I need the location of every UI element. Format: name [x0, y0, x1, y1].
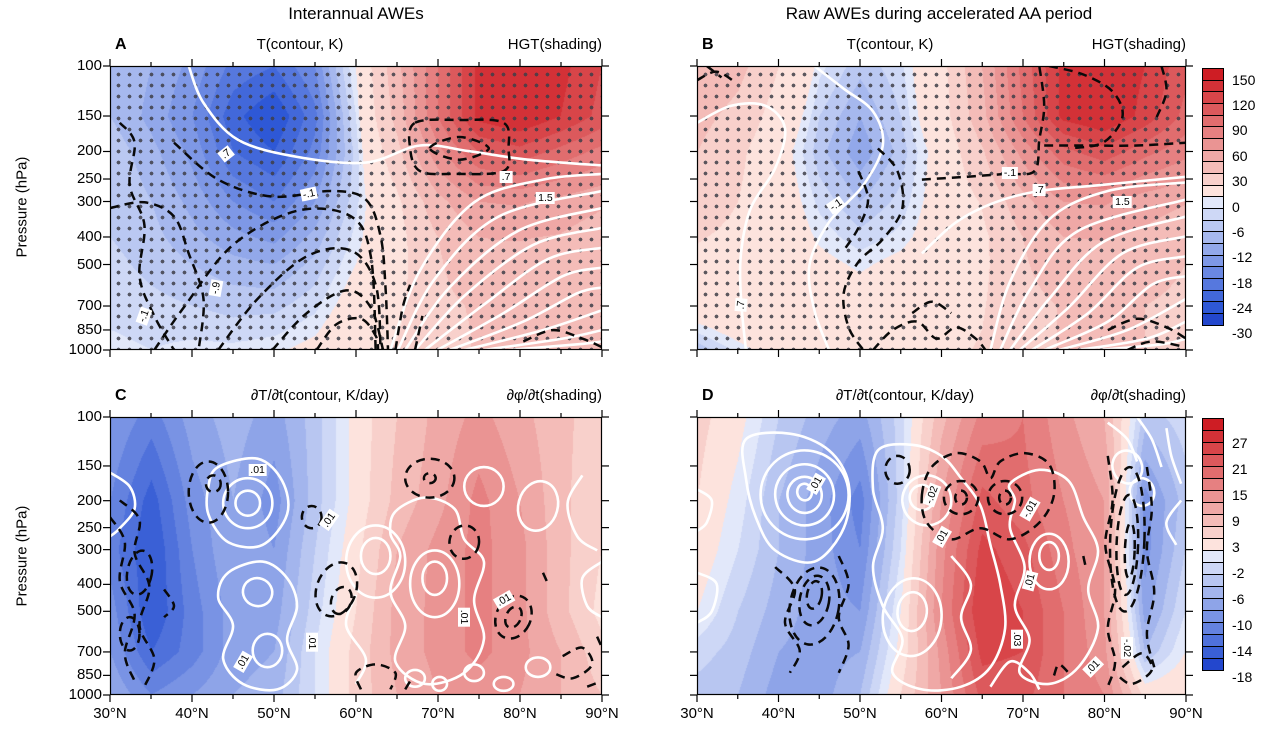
- b-contours-and-axes: [690, 59, 1193, 357]
- x-tick-label: 80°N: [503, 705, 537, 722]
- x-tick-label: 90°N: [1169, 705, 1203, 722]
- c-contour-value-label: .01: [305, 632, 318, 652]
- panel-a-cross-section: .7 -.1 -.9 -.1.7 1.5: [103, 59, 609, 357]
- colorbar-tick-label: 90: [1232, 122, 1248, 139]
- y-tick-label: 150: [76, 456, 102, 474]
- panel-b-contour-caption: T(contour, K): [846, 36, 934, 53]
- y-tick-label: 1000: [68, 341, 102, 358]
- y-tick-label: 250: [76, 170, 102, 187]
- panel-a-letter: A: [115, 36, 127, 53]
- y-tick-label: 200: [76, 142, 102, 160]
- d-contours-and-axes: [690, 410, 1193, 702]
- colorbar-hgt: 150 120 90 60 30 0 -6 -12 -18 -24 -30: [1202, 68, 1255, 347]
- y-tick-label: 850: [76, 320, 102, 338]
- d-shading-field: [697, 417, 1186, 695]
- title-interannual-awes: Interannual AWEs: [288, 4, 424, 23]
- colorbar-tick-label: -12: [1232, 249, 1253, 266]
- title-raw-awes: Raw AWEs during accelerated AA period: [785, 4, 1093, 23]
- y-tick-label: 100: [76, 57, 102, 74]
- y-tick-label: 400: [76, 575, 102, 593]
- x-tick-label: 70°N: [1006, 705, 1040, 722]
- x-tick-label: 30°N: [93, 705, 127, 722]
- colorbar-cell: [1202, 658, 1224, 671]
- colorbar-tick-label: -30: [1232, 325, 1253, 342]
- b-contour-value-label: .7: [1032, 183, 1046, 196]
- colorbar-tick-label: 21: [1232, 461, 1248, 477]
- panel-b-letter: B: [702, 36, 714, 53]
- panel-c-letter: C: [115, 387, 127, 404]
- y-axis-label-top: Pressure (hPa): [13, 156, 31, 258]
- c-contour-value-label: .01: [458, 607, 471, 627]
- d-contour-value-label: .03: [1010, 630, 1023, 649]
- x-tick-label: 60°N: [339, 705, 373, 722]
- y-tick-label: 300: [76, 540, 102, 558]
- x-tick-label: 70°N: [421, 705, 455, 722]
- panel-a-contour-caption: T(contour, K): [256, 36, 344, 53]
- colorbar-cell: [1202, 313, 1224, 326]
- colorbar-tick-label: 30: [1232, 173, 1248, 190]
- x-tick-label: 30°N: [680, 705, 714, 722]
- y-tick-label: 150: [76, 107, 102, 124]
- colorbar-tick-label: -2: [1232, 565, 1245, 581]
- colorbar-tick-label: -18: [1232, 669, 1253, 685]
- y-tick-label: 850: [76, 666, 102, 684]
- x-tick-label: 80°N: [1087, 705, 1122, 722]
- x-tick-label: 40°N: [175, 705, 209, 722]
- b-contour-value-label: -.1: [1001, 166, 1019, 179]
- colorbar-tick-label: 15: [1232, 487, 1248, 503]
- colorbar-tick-label: -18: [1232, 274, 1253, 291]
- y-tick-label: 250: [76, 518, 102, 536]
- colorbar-tick-label: -24: [1232, 299, 1253, 316]
- panel-c-contour-caption: ∂T/∂t(contour, K/day): [250, 387, 390, 404]
- panel-b-cross-section: .7 -.1 -.1.7 1.5: [690, 59, 1193, 357]
- x-tick-label: 90°N: [585, 705, 619, 722]
- colorbar-tick-label: -6: [1232, 591, 1245, 607]
- a-contours-and-axes: [103, 59, 609, 357]
- colorbar-tick-label: 3: [1232, 539, 1240, 555]
- colorbar-tick-label: 9: [1232, 513, 1240, 529]
- colorbar-tick-label: -6: [1232, 223, 1245, 240]
- x-tick-label: 50°N: [843, 705, 877, 722]
- colorbar-tick-label: -14: [1232, 643, 1253, 659]
- a-contour-value-label: .7: [499, 170, 513, 183]
- y-tick-label: 700: [76, 297, 102, 314]
- panel-d-cross-section: .01 -.02 -.01.01.01.03.01 -.02: [690, 410, 1193, 702]
- c-shading-field: [110, 417, 602, 695]
- panel-d-contour-caption: ∂T/∂t(contour, K/day): [835, 387, 975, 404]
- colorbar-tick-label: 150: [1232, 71, 1256, 88]
- c-contours-and-axes: [103, 410, 609, 702]
- x-tick-label: 40°N: [761, 705, 796, 722]
- panel-b-shading-caption: HGT(shading): [1091, 36, 1186, 53]
- colorbar-dphidt: 27 21 15 9 3 -2 -6 -10 -14 -18: [1202, 418, 1252, 691]
- colorbar-tick-label: 0: [1232, 198, 1240, 215]
- y-tick-label: 500: [76, 255, 102, 273]
- y-tick-label: 300: [76, 192, 102, 210]
- panel-d-letter: D: [702, 387, 714, 404]
- y-tick-label: 700: [76, 642, 102, 660]
- b-contour-value-label: .7: [734, 297, 748, 312]
- c-contour-value-label: .01: [248, 463, 267, 476]
- y-tick-label: 200: [76, 491, 102, 509]
- colorbar-tick-label: -10: [1232, 617, 1253, 633]
- y-tick-label: 1000: [68, 686, 102, 703]
- panel-d-shading-caption: ∂φ/∂t(shading): [1090, 387, 1186, 404]
- y-axis-label-bottom: Pressure (hPa): [13, 505, 31, 607]
- panel-a-shading-caption: HGT(shading): [507, 36, 602, 53]
- panel-c-shading-caption: ∂φ/∂t(shading): [506, 387, 602, 404]
- b-contour-value-label: 1.5: [1113, 196, 1132, 209]
- a-contour-value-label: -.9: [208, 278, 224, 297]
- d-contour-value-label: -.02: [1121, 636, 1134, 659]
- y-tick-label: 100: [76, 408, 102, 425]
- colorbar-tick-label: 27: [1232, 435, 1248, 451]
- a-contour-value-label: 1.5: [536, 192, 555, 205]
- x-tick-label: 60°N: [924, 705, 959, 722]
- x-tick-label: 50°N: [257, 705, 291, 722]
- y-tick-label: 500: [76, 602, 102, 620]
- panel-c-cross-section: .01.01.01.01.01.01: [103, 410, 609, 702]
- y-tick-label: 400: [76, 227, 102, 245]
- colorbar-tick-label: 120: [1232, 97, 1256, 114]
- colorbar-tick-label: 60: [1232, 147, 1248, 164]
